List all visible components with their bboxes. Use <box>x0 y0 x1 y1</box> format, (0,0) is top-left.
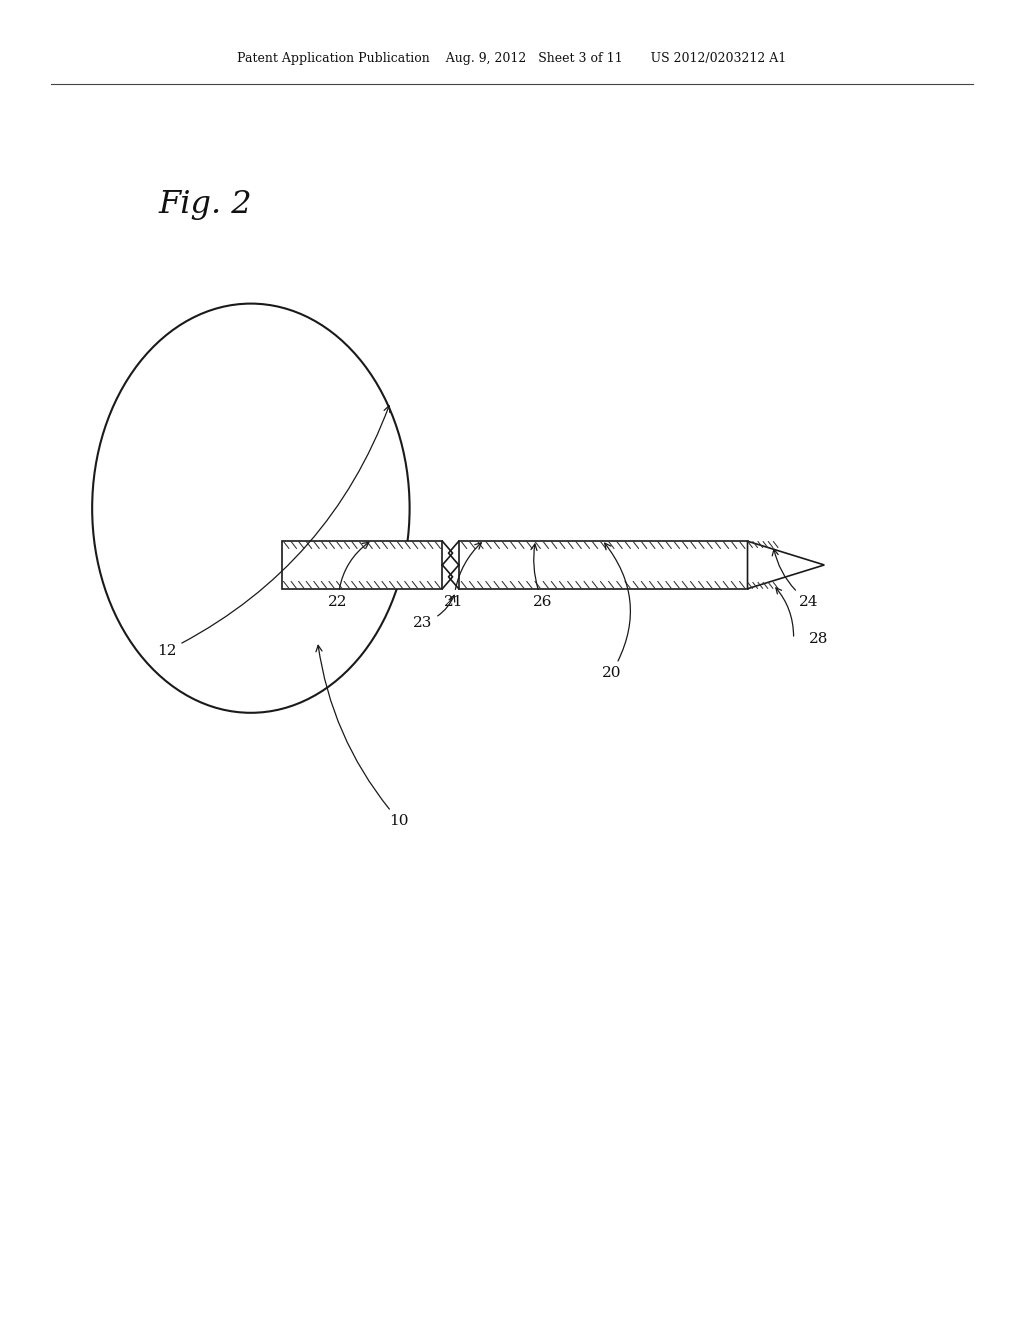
Text: Fig. 2: Fig. 2 <box>159 189 252 220</box>
Polygon shape <box>282 541 442 589</box>
Text: 26: 26 <box>530 544 553 609</box>
Polygon shape <box>459 541 748 589</box>
Text: 23: 23 <box>414 595 455 630</box>
Text: Patent Application Publication    Aug. 9, 2012   Sheet 3 of 11       US 2012/020: Patent Application Publication Aug. 9, 2… <box>238 51 786 65</box>
Text: 10: 10 <box>316 645 410 828</box>
Text: 21: 21 <box>443 543 481 609</box>
Text: 20: 20 <box>601 543 631 680</box>
Text: 12: 12 <box>157 405 390 657</box>
Circle shape <box>92 304 410 713</box>
Text: 28: 28 <box>809 632 828 645</box>
Text: 22: 22 <box>328 543 369 609</box>
Text: 24: 24 <box>772 549 819 609</box>
Polygon shape <box>748 541 824 589</box>
